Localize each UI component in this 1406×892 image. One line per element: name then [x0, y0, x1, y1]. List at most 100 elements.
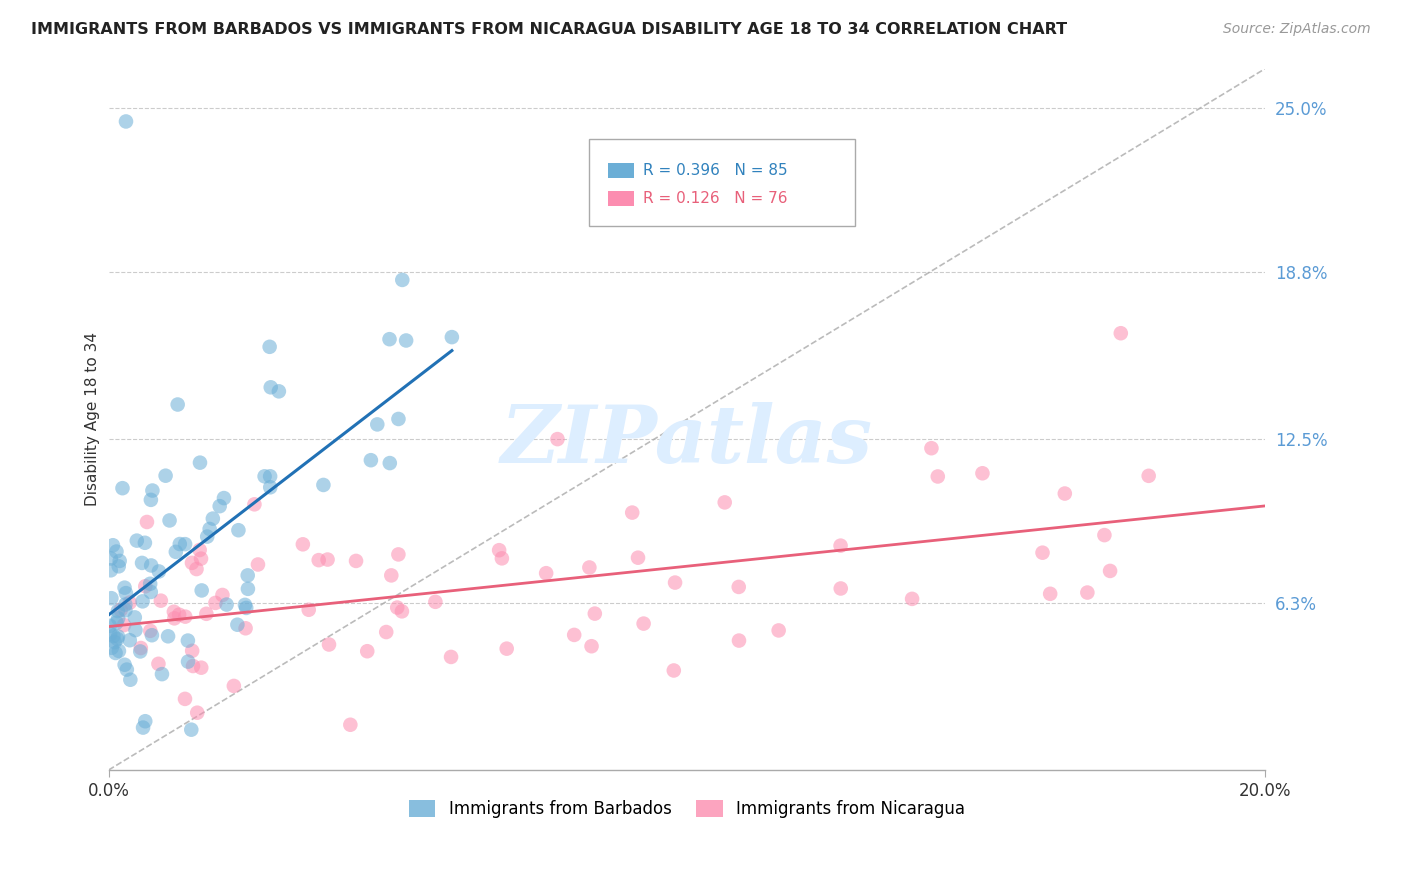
Point [491, 551, 513, 566]
Point [180, 723, 202, 737]
Point [169, 537, 191, 551]
Point [114, 598, 136, 612]
Point [100, 551, 122, 566]
Point [100, 640, 122, 655]
Point [186, 706, 208, 720]
Point [212, 491, 235, 505]
Point [1099, 564, 1122, 578]
Point [124, 610, 146, 624]
Point [104, 635, 127, 649]
Point [1039, 587, 1062, 601]
Point [308, 553, 330, 567]
Point [267, 384, 290, 399]
Point [830, 582, 852, 596]
Point [132, 721, 155, 735]
Point [578, 560, 600, 574]
Bar [609, 191, 634, 206]
Point [546, 432, 568, 446]
Point [318, 638, 340, 652]
Point [1076, 585, 1098, 599]
Point [105, 615, 128, 630]
Point [339, 717, 361, 731]
Point [378, 456, 401, 470]
Point [188, 543, 211, 558]
Point [1053, 486, 1076, 500]
Point [360, 453, 382, 467]
Point [131, 556, 153, 570]
Point [927, 469, 949, 483]
Point [131, 594, 153, 608]
Point [129, 640, 152, 655]
Point [387, 600, 409, 615]
Point [344, 554, 367, 568]
Point [190, 661, 212, 675]
Point [380, 568, 402, 582]
Point [98, 626, 121, 640]
Point [104, 646, 127, 660]
Point [633, 616, 655, 631]
Point [163, 611, 186, 625]
Point [621, 506, 644, 520]
Point [141, 628, 163, 642]
Point [115, 114, 138, 128]
Point [149, 593, 172, 607]
Point [387, 412, 409, 426]
Point [181, 659, 204, 673]
Point [226, 617, 249, 632]
Point [298, 603, 321, 617]
Point [387, 548, 409, 562]
Point [139, 492, 162, 507]
Point [395, 334, 418, 348]
Point [174, 692, 197, 706]
Point [166, 397, 188, 411]
Point [259, 340, 281, 354]
Text: R = 0.396   N = 85: R = 0.396 N = 85 [643, 163, 787, 178]
Point [148, 657, 170, 671]
Point [204, 596, 226, 610]
Point [100, 591, 122, 606]
Y-axis label: Disability Age 18 to 34: Disability Age 18 to 34 [86, 332, 100, 507]
Bar [609, 162, 634, 178]
Point [174, 609, 197, 624]
Point [222, 679, 245, 693]
Point [583, 607, 606, 621]
Point [215, 598, 238, 612]
Point [105, 544, 128, 558]
Point [440, 330, 463, 344]
Point [174, 537, 197, 551]
Point [129, 644, 152, 658]
Point [190, 551, 212, 566]
Point [1137, 468, 1160, 483]
Point [235, 601, 257, 615]
Point [157, 629, 180, 643]
Legend: Immigrants from Barbados, Immigrants from Nicaragua: Immigrants from Barbados, Immigrants fro… [402, 793, 972, 825]
Point [139, 585, 162, 599]
Point [115, 663, 138, 677]
Point [1031, 546, 1053, 560]
Point [105, 632, 128, 646]
Point [108, 644, 131, 658]
Point [114, 581, 136, 595]
Point [101, 538, 124, 552]
Point [664, 575, 686, 590]
Point [378, 332, 401, 346]
Point [208, 499, 231, 513]
Point [195, 607, 218, 621]
Point [425, 595, 447, 609]
Point [312, 478, 335, 492]
Point [100, 563, 122, 577]
Point [114, 603, 136, 617]
Point [246, 558, 269, 572]
Point [581, 639, 603, 653]
Text: ZIPatlas: ZIPatlas [501, 401, 873, 479]
Point [198, 522, 221, 536]
Point [259, 480, 281, 494]
Point [253, 469, 276, 483]
Point [148, 565, 170, 579]
Point [713, 495, 735, 509]
Point [391, 604, 413, 618]
Point [134, 714, 156, 729]
Point [177, 655, 200, 669]
Point [107, 604, 129, 618]
Point [211, 588, 233, 602]
